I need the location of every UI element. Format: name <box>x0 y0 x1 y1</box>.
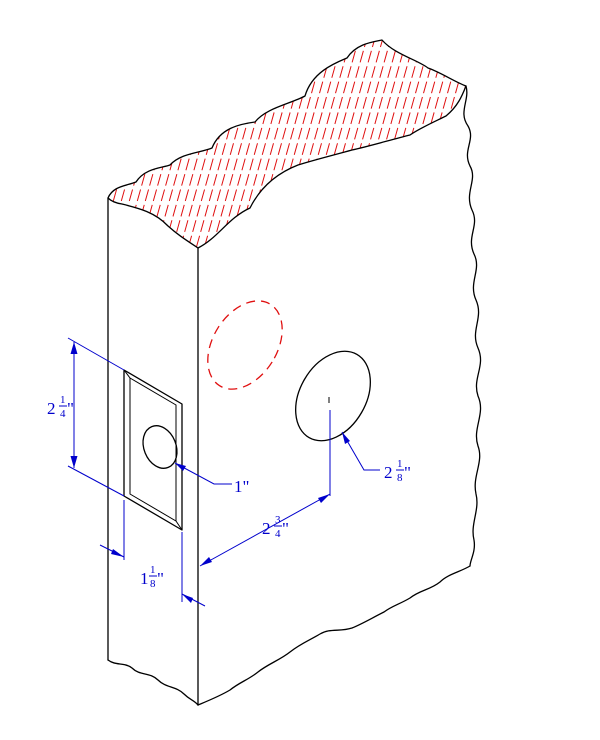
hatch-line <box>0 20 60 270</box>
hatch-line <box>108 40 157 248</box>
svg-text:": " <box>157 569 164 588</box>
latch-faceplate <box>123 369 183 531</box>
svg-text:2: 2 <box>384 463 393 482</box>
hatch-line <box>389 40 461 248</box>
hatch-line <box>0 20 68 270</box>
svg-text:2: 2 <box>47 399 56 418</box>
hidden-bore <box>207 300 283 390</box>
leader-hole-small <box>174 462 232 485</box>
svg-text:1: 1 <box>60 394 66 406</box>
hatch-line <box>108 40 149 248</box>
svg-text:3: 3 <box>275 514 281 526</box>
hatch-line <box>445 40 466 248</box>
hatch-line <box>413 40 466 248</box>
face-right-break <box>463 85 482 567</box>
hatch-line <box>30 20 100 270</box>
label-bore: 2 1 8 " <box>384 458 411 484</box>
svg-text:1: 1 <box>397 458 403 470</box>
svg-text:2: 2 <box>262 519 271 538</box>
face-bottom-break <box>197 565 471 706</box>
svg-text:": " <box>67 399 74 418</box>
broken-top-outline <box>107 39 467 249</box>
hatch-line <box>149 40 221 248</box>
hatch-line <box>381 40 453 248</box>
hatch-line <box>125 40 197 248</box>
label-thickness: 1 1 8 " <box>140 564 164 590</box>
svg-text:4: 4 <box>275 528 281 540</box>
dimension-backset <box>199 410 331 567</box>
leader-bore <box>341 431 380 471</box>
hatch-line <box>429 40 466 248</box>
bore-hole <box>295 350 371 442</box>
dimension-thickness <box>99 500 206 607</box>
hatch-line <box>108 40 125 248</box>
svg-text:1: 1 <box>140 569 149 588</box>
latch-hole <box>142 425 178 469</box>
hatch-line <box>22 20 92 270</box>
label-hole-small: 1" <box>234 477 249 496</box>
hatch-line <box>108 40 165 248</box>
dimension-height <box>67 337 125 497</box>
hatch-line <box>133 40 205 248</box>
svg-text:": " <box>282 519 289 538</box>
hatch-line <box>421 40 466 248</box>
hatch-line <box>108 40 141 248</box>
hatch-line <box>405 40 466 248</box>
hatch-line <box>6 20 76 270</box>
label-backset: 2 3 4 " <box>262 514 289 540</box>
hatch-line <box>108 40 117 248</box>
hatch-line <box>14 20 84 270</box>
edge-bottom-break <box>107 659 199 706</box>
svg-text:4: 4 <box>60 408 66 420</box>
hatch-line <box>108 40 109 248</box>
label-height: 2 1 4 " <box>47 394 74 420</box>
svg-text:8: 8 <box>150 578 156 590</box>
svg-text:8: 8 <box>397 472 403 484</box>
hatch-line <box>109 40 181 248</box>
hatch-line <box>108 40 133 248</box>
svg-text:1: 1 <box>150 564 156 576</box>
hatch-line <box>117 40 189 248</box>
hatch-line <box>108 40 173 248</box>
section-hatch <box>0 20 466 270</box>
svg-text:": " <box>404 463 411 482</box>
hatch-line <box>141 40 213 248</box>
